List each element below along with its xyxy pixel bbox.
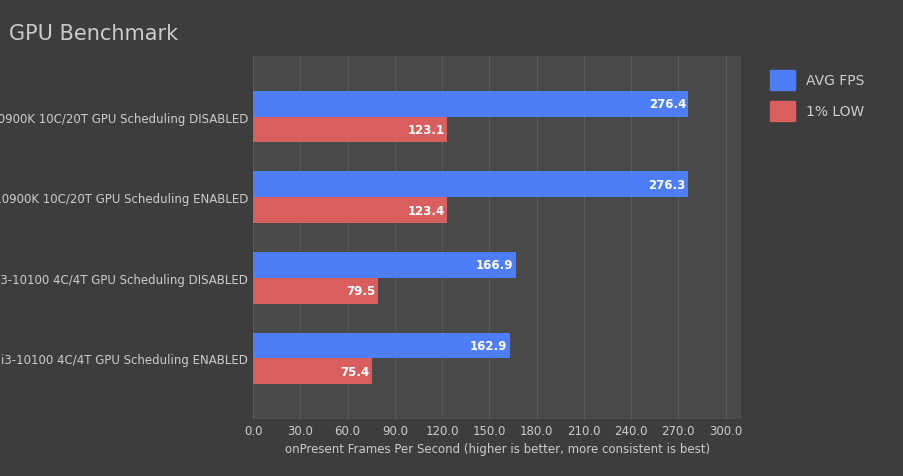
Text: 75.4: 75.4	[340, 365, 369, 378]
Legend: AVG FPS, 1% LOW: AVG FPS, 1% LOW	[762, 64, 870, 128]
Text: 123.1: 123.1	[407, 124, 444, 137]
Bar	[253, 92, 687, 118]
Bar	[253, 118, 446, 143]
Text: 79.5: 79.5	[347, 285, 376, 298]
Bar	[253, 278, 377, 304]
Bar	[253, 172, 687, 198]
Text: GPU Benchmark: GPU Benchmark	[9, 24, 178, 44]
Text: 166.9: 166.9	[476, 259, 513, 272]
Bar	[253, 333, 509, 358]
Text: 162.9: 162.9	[470, 339, 507, 352]
Text: 276.4: 276.4	[648, 98, 685, 111]
Bar	[253, 358, 371, 384]
Bar	[253, 198, 447, 224]
Text: 276.3: 276.3	[647, 178, 685, 191]
Text: 123.4: 123.4	[407, 204, 444, 217]
Bar	[253, 252, 516, 278]
X-axis label: onPresent Frames Per Second (higher is better, more consistent is best): onPresent Frames Per Second (higher is b…	[284, 442, 709, 455]
